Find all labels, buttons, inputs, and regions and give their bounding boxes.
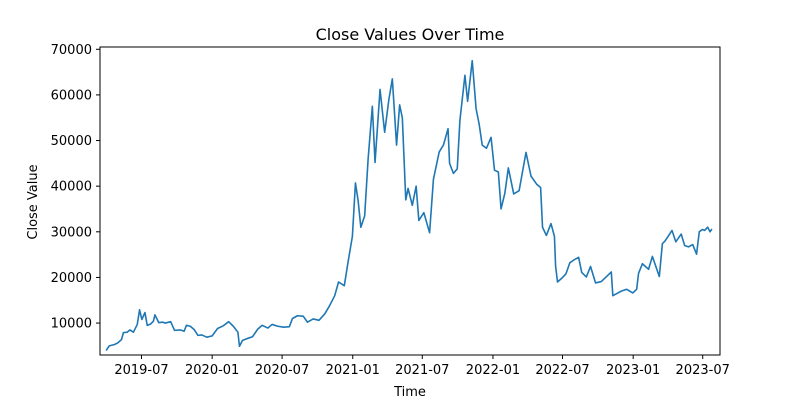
y-tick-label: 70000 — [51, 43, 92, 58]
y-tick-label: 60000 — [51, 88, 92, 103]
x-tick-label: 2023-01 — [606, 363, 660, 378]
y-tick-label: 50000 — [51, 134, 92, 149]
x-tick-label: 2020-01 — [185, 363, 239, 378]
chart-title: Close Values Over Time — [316, 25, 505, 44]
x-tick-label: 2021-07 — [395, 363, 449, 378]
y-axis-label: Close Value — [26, 164, 41, 239]
x-tick-label: 2022-07 — [535, 363, 589, 378]
x-tick-label: 2020-07 — [255, 363, 309, 378]
series-layer — [105, 59, 713, 351]
y-tick-label: 40000 — [51, 180, 92, 195]
x-tick-label: 2021-01 — [326, 363, 380, 378]
y-tick-label: 20000 — [51, 271, 92, 286]
x-tick-label: 2022-01 — [466, 363, 520, 378]
x-axis: 2019-07 2020-01 2020-07 2021-01 2021-07 2022-… — [114, 355, 730, 378]
y-axis: 10000 20000 30000 40000 50000 60000 70000 — [51, 43, 100, 332]
x-tick-label: 2019-07 — [114, 363, 168, 378]
plot-frame — [99, 46, 721, 356]
y-tick-label: 30000 — [51, 225, 92, 240]
x-axis-label: Time — [393, 385, 426, 400]
y-tick-label: 10000 — [51, 317, 92, 332]
x-tick-label: 2023-07 — [676, 363, 730, 378]
series-line-0 — [105, 59, 713, 351]
